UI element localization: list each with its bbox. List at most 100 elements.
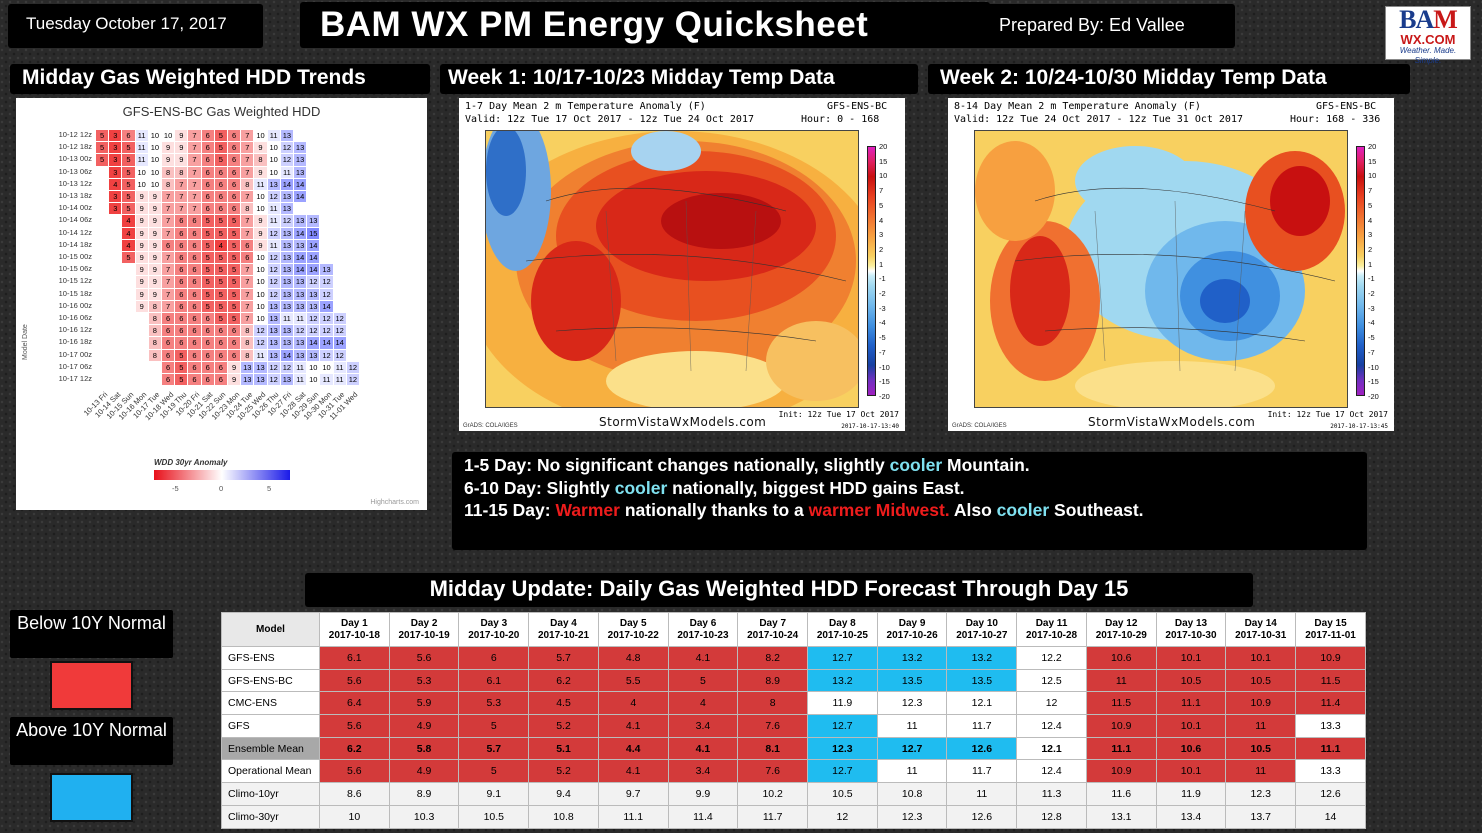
trend-cell: 9 (175, 154, 188, 166)
hdd-value-cell: 11.1 (597, 804, 669, 829)
trend-cell: 11 (254, 178, 267, 190)
trend-cell: 9 (148, 203, 161, 215)
day-column-header: Day 5 2017-10-22 (597, 612, 669, 647)
hdd-value-cell: 5.6 (388, 646, 460, 670)
map1-hour: Hour: 0 - 168 (801, 114, 880, 125)
highcharts-credit[interactable]: Highcharts.com (370, 499, 419, 506)
day-label: Day 10 (965, 617, 998, 629)
trend-cell: 10 (254, 191, 267, 203)
hdd-value-cell: 11.5 (1295, 668, 1366, 693)
trend-row-label: 10-16 06z (58, 313, 92, 322)
trend-cell: 4 (122, 215, 135, 227)
trend-section-title: Midday Gas Weighted HDD Trends (10, 64, 430, 94)
trend-cell: 3 (109, 154, 122, 166)
day-label: Day 6 (689, 617, 717, 629)
trend-cell: 6 (228, 325, 241, 337)
hdd-value-cell: 13.2 (876, 646, 948, 670)
summary-warm-highlight: Warmer (555, 500, 620, 520)
hdd-value-cell: 11 (1225, 714, 1297, 738)
trend-cell: 10 (162, 130, 175, 142)
trend-cell: 13 (294, 239, 307, 251)
legend-tick-neg5: -5 (172, 484, 179, 493)
day-label: Day 2 (410, 617, 438, 629)
trend-cell: 5 (228, 227, 241, 239)
trend-cell: 5 (122, 142, 135, 154)
hdd-value-cell: 11.5 (1085, 691, 1157, 716)
trend-cell: 13 (320, 264, 333, 276)
hdd-value-cell: 11 (1225, 759, 1297, 784)
trend-cell: 9 (254, 142, 267, 154)
trend-cell: 12 (320, 325, 333, 337)
colorbar-label: -4 (1368, 318, 1375, 328)
hdd-value-cell: 12.3 (807, 736, 878, 761)
day-column-header: Day 12 2017-10-29 (1085, 612, 1157, 647)
trend-cell: 10 (254, 300, 267, 312)
hdd-value-cell: 12.3 (876, 804, 948, 829)
trend-cell: 4 (122, 239, 135, 251)
trend-cell: 9 (254, 215, 267, 227)
trend-cell: 8 (162, 178, 175, 190)
trend-cell: 14 (294, 178, 307, 190)
hdd-value-cell: 9.7 (597, 782, 669, 806)
trend-cell: 10 (307, 374, 320, 386)
day-column-header: Day 3 2017-10-20 (458, 612, 530, 647)
model-name-cell: Climo-10yr (221, 782, 320, 806)
trend-cell: 9 (135, 203, 148, 215)
trend-cell: 13 (280, 239, 293, 251)
trend-row-label: 10-14 18z (58, 239, 92, 249)
day-column-header: Day 8 2017-10-25 (807, 612, 878, 647)
legend-above-normal-label: Above 10Y Normal (10, 717, 173, 765)
trend-cell: 10 (148, 166, 161, 178)
trend-cell: 12 (267, 288, 280, 300)
trend-cell: 8 (148, 349, 161, 361)
trend-cell: 6 (201, 374, 214, 386)
colorbar-label: -10 (1368, 362, 1379, 372)
trend-legend-title: WDD 30yr Anomaly (154, 458, 228, 467)
trend-cell: 9 (175, 130, 188, 142)
trend-row-label: 10-13 18z (58, 191, 92, 200)
hdd-value-cell: 11 (876, 759, 948, 784)
trend-cell: 6 (162, 361, 175, 373)
hdd-value-cell: 11 (1085, 668, 1157, 693)
hdd-value-cell: 11.6 (1085, 782, 1157, 806)
colorbar-label: -15 (1368, 377, 1379, 387)
trend-cell: 6 (175, 215, 188, 227)
map1-init: Init: 12z Tue 17 Oct 2017 (778, 410, 899, 419)
trend-cell: 12 (267, 227, 280, 239)
hdd-value-cell: 6 (458, 646, 530, 670)
hdd-value-cell: 14 (1295, 804, 1366, 829)
day-date: 2017-10-31 (1235, 629, 1287, 641)
trend-cell: 10 (254, 288, 267, 300)
hdd-value-cell: 8 (737, 691, 809, 716)
trend-cell: 7 (241, 288, 254, 300)
trend-cell: 12 (280, 142, 293, 154)
trend-cell: 6 (228, 178, 241, 190)
hdd-value-cell: 5.3 (458, 691, 530, 716)
hdd-value-cell: 8.2 (737, 646, 809, 670)
trend-cell: 6 (188, 300, 201, 312)
hdd-value-cell: 5.9 (388, 691, 460, 716)
summary-text: Also (949, 500, 997, 520)
trend-cell: 10 (254, 264, 267, 276)
week1-section-title: Week 1: 10/17-10/23 Midday Temp Data (440, 64, 918, 94)
hdd-value-cell: 9.1 (458, 782, 530, 806)
summary-text: Mountain. (942, 455, 1030, 475)
day-column-header: Day 6 2017-10-23 (667, 612, 739, 647)
trend-cell: 5 (122, 203, 135, 215)
trend-cell: 5 (201, 252, 214, 264)
hdd-value-cell: 10.5 (1225, 668, 1297, 693)
trend-cell: 6 (188, 361, 201, 373)
hdd-value-cell: 12 (807, 804, 878, 829)
hdd-value-cell: 4.9 (388, 714, 460, 738)
trend-cell: 6 (201, 337, 214, 349)
trend-cell: 14 (307, 337, 320, 349)
trend-cell: 9 (162, 142, 175, 154)
hdd-value-cell: 5.3 (388, 668, 460, 693)
colorbar-label: 10 (1368, 171, 1377, 181)
hdd-value-cell: 10 (319, 804, 390, 829)
trend-row-label: 10-15 18z (58, 288, 92, 298)
trend-cell: 9 (148, 215, 161, 227)
trend-cell: 10 (267, 154, 280, 166)
hdd-value-cell: 11.7 (946, 714, 1018, 738)
trend-cell: 9 (148, 264, 161, 276)
